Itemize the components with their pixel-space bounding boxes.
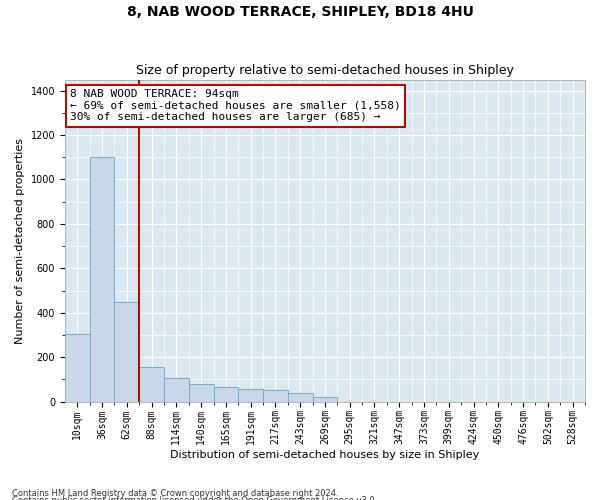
Bar <box>189 384 214 402</box>
Text: Contains public sector information licensed under the Open Government Licence v3: Contains public sector information licen… <box>12 496 377 500</box>
Bar <box>288 392 313 402</box>
Bar <box>65 334 89 402</box>
Y-axis label: Number of semi-detached properties: Number of semi-detached properties <box>15 138 25 344</box>
Bar <box>313 396 337 402</box>
Bar <box>139 367 164 402</box>
Text: 8 NAB WOOD TERRACE: 94sqm
← 69% of semi-detached houses are smaller (1,558)
30% : 8 NAB WOOD TERRACE: 94sqm ← 69% of semi-… <box>70 89 401 122</box>
Title: Size of property relative to semi-detached houses in Shipley: Size of property relative to semi-detach… <box>136 64 514 77</box>
Text: Contains HM Land Registry data © Crown copyright and database right 2024.: Contains HM Land Registry data © Crown c… <box>12 488 338 498</box>
X-axis label: Distribution of semi-detached houses by size in Shipley: Distribution of semi-detached houses by … <box>170 450 479 460</box>
Bar <box>263 390 288 402</box>
Text: 8, NAB WOOD TERRACE, SHIPLEY, BD18 4HU: 8, NAB WOOD TERRACE, SHIPLEY, BD18 4HU <box>127 5 473 19</box>
Bar <box>238 389 263 402</box>
Bar <box>214 387 238 402</box>
Bar <box>115 302 139 402</box>
Bar <box>89 158 115 402</box>
Bar <box>164 378 189 402</box>
